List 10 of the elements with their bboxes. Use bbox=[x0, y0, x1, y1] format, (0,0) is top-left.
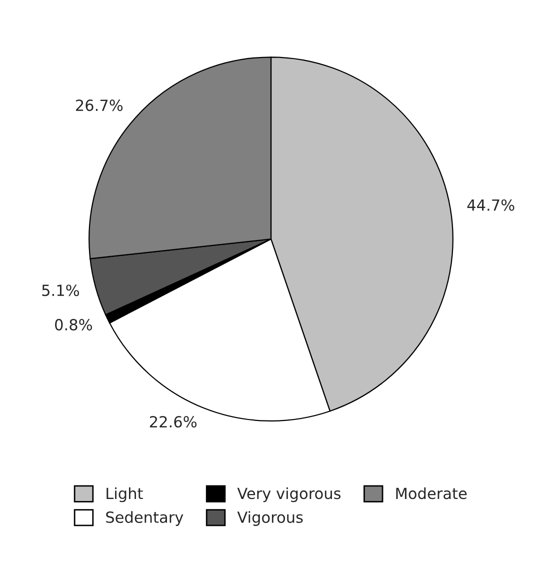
data-label: 44.7% bbox=[467, 199, 514, 211]
legend-label: Sedentary bbox=[106, 511, 184, 526]
legend-label: Vigorous bbox=[237, 511, 303, 526]
data-label: 0.8% bbox=[55, 318, 92, 330]
legend-label: Moderate bbox=[396, 487, 467, 500]
data-label: 22.6% bbox=[150, 416, 197, 428]
data-label: 5.1% bbox=[42, 284, 80, 296]
legend-label: Very vigorous bbox=[237, 487, 341, 502]
legend-label: Light bbox=[106, 487, 143, 502]
data-label: 26.7% bbox=[76, 100, 123, 112]
